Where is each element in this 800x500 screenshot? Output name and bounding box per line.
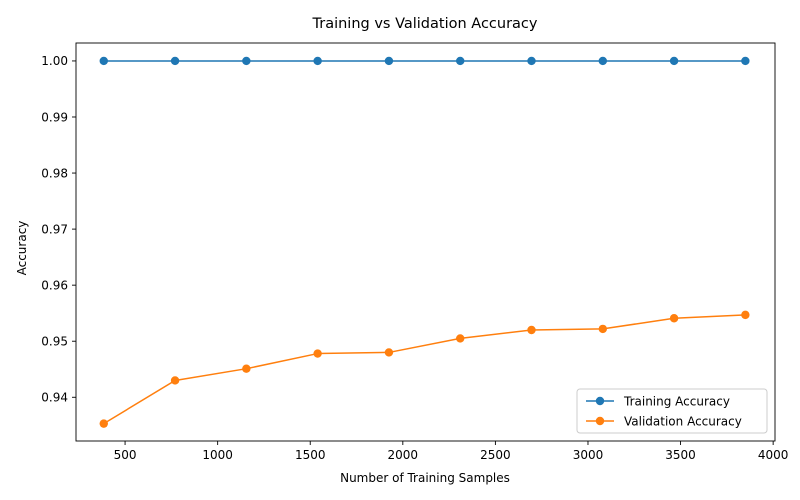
series-2-point [456,334,465,343]
legend-label: Validation Accuracy [624,414,742,428]
x-axis-label: Number of Training Samples [340,471,510,485]
legend-marker [595,416,605,426]
x-tick-label: 1500 [295,448,326,462]
series-1-point [456,56,465,66]
plot-area: 500 1000 1500 2000 2500 3000 3500 4000 0.94 0.95 0… [41,42,789,462]
series-2-point [242,364,251,373]
series-1-point [384,56,394,66]
legend-marker [595,396,605,406]
x-tick-label: 2500 [480,448,511,462]
series-1-point [741,56,750,66]
legend-label: Training Accuracy [623,394,730,408]
series-1-point [598,56,607,66]
y-tick-label: 0.98 [41,166,68,180]
series-1-point [170,56,180,66]
y-tick-label: 0.97 [41,222,68,236]
x-tick-label: 3000 [573,448,604,462]
y-tick-label: 1.00 [41,54,68,68]
legend: Training Accuracy Validation Accuracy [576,388,768,434]
y-tick-label: 0.95 [41,335,68,349]
y-tick-label: 0.94 [41,391,68,405]
x-tick-label: 2000 [388,448,419,462]
series-2-point [99,419,108,428]
x-tick-label: 3500 [665,448,696,462]
x-tick-label: 500 [114,448,137,462]
series-2-point [741,310,750,320]
series-1-point [313,56,322,66]
y-tick-label: 0.99 [41,110,68,124]
axes-frame [75,42,776,442]
x-tick-label: 1000 [202,448,233,462]
series-1-point [669,56,679,66]
series-2-point [313,349,322,358]
series-2-point [384,348,394,357]
series-line-2 [102,314,747,425]
x-tick-label: 4000 [758,448,789,462]
series-1-point [242,56,251,66]
y-axis-label: Accuracy [15,221,29,276]
series-2-point [170,376,180,385]
chart-title: Training vs Validation Accuracy [312,16,538,32]
series-2-point [598,324,607,334]
series-2-point [527,325,536,335]
series-1-point [527,56,536,66]
series-2-point [669,314,679,323]
legend-box [576,388,768,434]
y-tick-label: 0.96 [41,278,68,292]
series-1-point [99,56,108,66]
